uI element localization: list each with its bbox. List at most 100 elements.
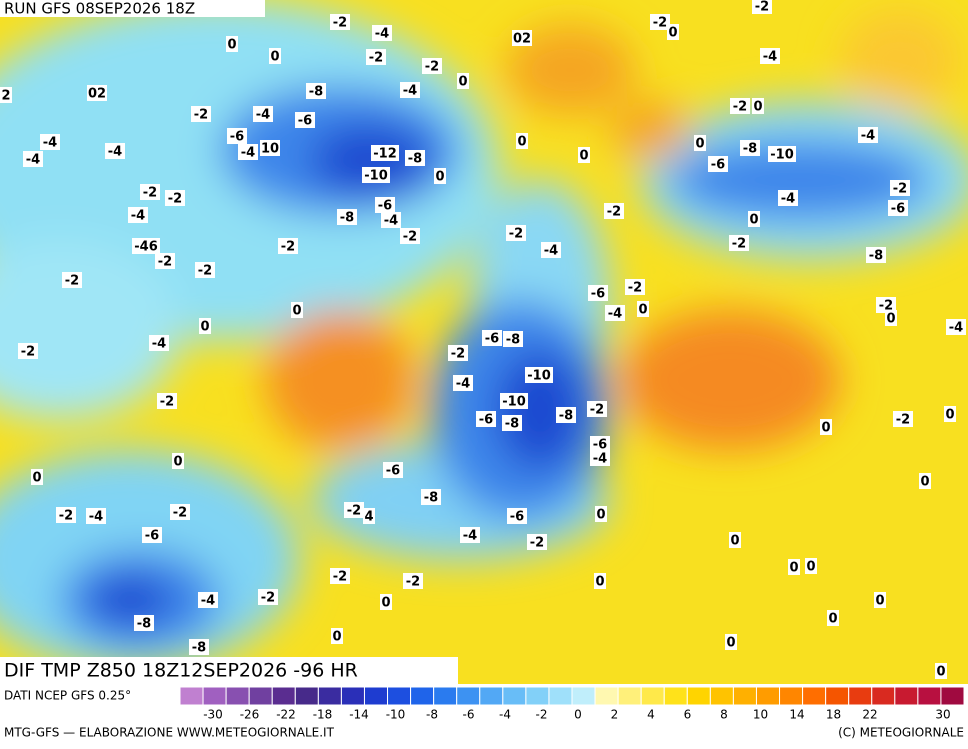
contour-label: -2 bbox=[451, 347, 465, 362]
contour-label: -2 bbox=[509, 227, 523, 242]
contour-label-box bbox=[306, 83, 326, 99]
colorbar-label: 10 bbox=[753, 708, 768, 722]
colorbar-label: -18 bbox=[313, 708, 333, 722]
contour-label: -8 bbox=[743, 142, 757, 157]
colorbar: -30 -26 -22 -18 -14 -10 -8 -6 -4 -2 0 2 4 6 8 10 14 18 22 3… bbox=[179, 686, 965, 722]
source-label: DATI NCEP GFS 0.25° bbox=[4, 689, 131, 703]
header-box bbox=[0, 0, 265, 17]
contour-label: 0 bbox=[945, 408, 954, 423]
contour-label-box bbox=[258, 589, 278, 605]
contour-label-box bbox=[506, 225, 526, 241]
colorbar-swatch bbox=[894, 686, 919, 706]
colorbar-label: -4 bbox=[499, 708, 511, 722]
colorbar-swatch bbox=[917, 686, 942, 706]
colorbar-swatch bbox=[179, 686, 204, 706]
contour-label-box bbox=[165, 190, 185, 206]
contour-label-box bbox=[588, 285, 608, 301]
contour-label: -8 bbox=[559, 409, 573, 424]
contour-label: 0 bbox=[886, 312, 895, 327]
contour-label-box bbox=[140, 184, 160, 200]
contour-label-box bbox=[375, 197, 395, 213]
contour-label: -4 bbox=[108, 145, 122, 160]
contour-label-box bbox=[199, 318, 211, 334]
contour-label: -2 bbox=[281, 240, 295, 255]
contour-label: -2 bbox=[755, 0, 769, 15]
contour-label: -4 bbox=[861, 129, 875, 144]
colorbar-label: 14 bbox=[789, 708, 804, 722]
contour-label-box bbox=[400, 228, 420, 244]
contour-label: -8 bbox=[137, 617, 151, 632]
contour-label-box bbox=[278, 238, 298, 254]
contour-label: -2 bbox=[653, 16, 667, 31]
colorbar-swatch bbox=[271, 686, 296, 706]
contour-label: -2 bbox=[347, 504, 361, 519]
contour-label: -2 bbox=[530, 536, 544, 551]
contour-label: 0 bbox=[332, 630, 341, 645]
contour-label-box bbox=[708, 156, 728, 172]
contour-label: 0 bbox=[789, 561, 798, 576]
contour-label-box bbox=[827, 610, 839, 626]
contour-label: -2 bbox=[21, 345, 35, 360]
contour-label-box bbox=[604, 203, 624, 219]
colorbar-swatch bbox=[617, 686, 642, 706]
contour-label-box bbox=[556, 407, 576, 423]
contour-label: 0 bbox=[695, 137, 704, 152]
contour-label-box bbox=[805, 558, 817, 574]
contour-label: 0 bbox=[270, 50, 279, 65]
contour-label: -46 bbox=[134, 240, 158, 255]
contour-label-box bbox=[874, 592, 886, 608]
contour-label-box bbox=[919, 473, 931, 489]
colorbar-label: 4 bbox=[647, 708, 655, 722]
contour-label: 0 bbox=[458, 75, 467, 90]
contour-label: -2 bbox=[893, 182, 907, 197]
contour-label: -2 bbox=[333, 16, 347, 31]
contour-label-box bbox=[86, 508, 106, 524]
colorbar-label: -14 bbox=[349, 708, 369, 722]
contour-label: 0 bbox=[435, 170, 444, 185]
contour-label-box bbox=[134, 615, 154, 631]
contour-label: 0 bbox=[806, 560, 815, 575]
contour-label-box bbox=[23, 151, 43, 167]
contour-label: -4 bbox=[608, 307, 622, 322]
contour-label: 0 bbox=[292, 304, 301, 319]
contour-label: -4 bbox=[763, 50, 777, 65]
run-label: RUN GFS 08SEP2026 18Z bbox=[4, 0, 195, 18]
contour-label: -2 bbox=[261, 591, 275, 606]
contour-label-box bbox=[448, 345, 468, 361]
contour-label: -2 bbox=[59, 509, 73, 524]
colorbar-swatch bbox=[709, 686, 734, 706]
contour-label: 0 bbox=[920, 475, 929, 490]
contour-label: 0 bbox=[227, 38, 236, 53]
colorbar-swatch bbox=[802, 686, 827, 706]
contour-label-box bbox=[760, 48, 780, 64]
contour-label-box bbox=[142, 527, 162, 543]
contour-label: -6 bbox=[591, 287, 605, 302]
contour-label: -8 bbox=[506, 333, 520, 348]
colorbar-swatch bbox=[387, 686, 412, 706]
credit-label: MTG-GFS — ELABORAZIONE WWW.METEOGIORNALE… bbox=[4, 726, 335, 740]
contour-label-box bbox=[866, 247, 886, 263]
contour-label-box bbox=[253, 106, 273, 122]
contour-label: -2 bbox=[194, 108, 208, 123]
colorbar-label: 6 bbox=[684, 708, 692, 722]
contour-label-box bbox=[527, 534, 547, 550]
contour-label: 0 bbox=[517, 135, 526, 150]
contour-label-box bbox=[944, 406, 956, 422]
contour-label: -2 bbox=[173, 506, 187, 521]
contour-label: -4 bbox=[375, 27, 389, 42]
title-box bbox=[0, 657, 458, 684]
contour-label-box bbox=[650, 14, 670, 30]
contour-label: -4 bbox=[781, 192, 795, 207]
contour-label-box bbox=[502, 415, 522, 431]
contour-label: -6 bbox=[386, 464, 400, 479]
contour-label-box bbox=[403, 573, 423, 589]
colorbar-swatch bbox=[433, 686, 458, 706]
contour-label: 0 bbox=[200, 320, 209, 335]
contour-label-box bbox=[768, 146, 796, 162]
contour-label-box bbox=[476, 411, 496, 427]
contour-label: -6 bbox=[479, 413, 493, 428]
copyright-label: (C) METEOGIORNALE bbox=[838, 726, 964, 740]
contour-label-box bbox=[363, 508, 375, 524]
contour-label-box bbox=[191, 106, 211, 122]
